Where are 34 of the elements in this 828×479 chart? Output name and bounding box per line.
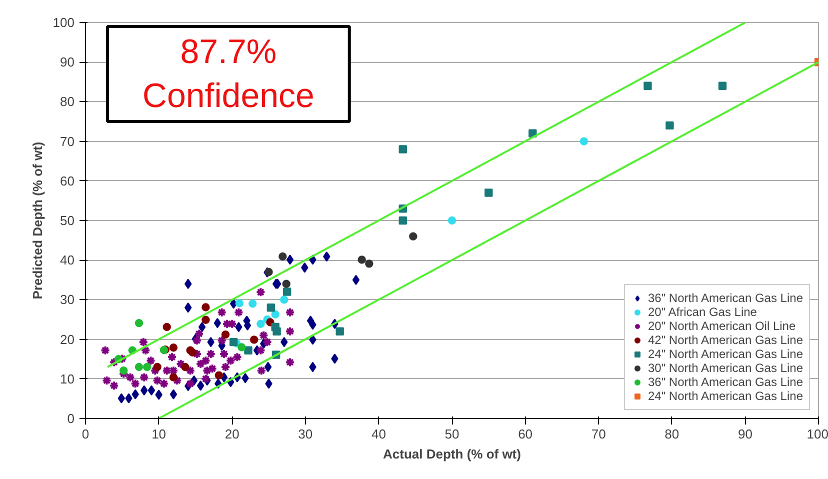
legend-label: 30" North American Gas Line xyxy=(648,361,803,375)
y-tick-label: 20 xyxy=(60,332,75,347)
y-tick-label: 30 xyxy=(60,292,75,308)
x-tick-label: 40 xyxy=(371,426,386,442)
annotation: 87.7% xyxy=(180,33,277,72)
x-tick-label: 100 xyxy=(806,426,828,442)
legend-label: 42" North American Gas Line xyxy=(648,333,803,347)
y-tick-label: 40 xyxy=(60,252,75,268)
x-tick-label: 70 xyxy=(591,426,606,442)
y-tick-label: 50 xyxy=(60,213,75,228)
y-tick-label: 80 xyxy=(60,94,75,110)
x-tick-label: 80 xyxy=(664,426,680,442)
x-tick-label: 10 xyxy=(152,426,166,442)
legend-label: 20" North American Oil Line xyxy=(648,319,796,333)
x-tick-label: 50 xyxy=(444,426,460,442)
y-axis-title: Predicted Depth (% of wt) xyxy=(30,142,45,300)
x-tick-label: 60 xyxy=(518,426,533,442)
x-tick-label: 20 xyxy=(224,426,240,442)
y-tick-label: 60 xyxy=(60,173,75,188)
legend-label: 36" North American Gas Line xyxy=(648,291,803,305)
legend-label: 24" North American Gas Line xyxy=(648,347,803,361)
annotation: Confidence xyxy=(142,76,314,115)
x-axis-title: Actual Depth (% of wt) xyxy=(383,446,521,462)
x-tick-label: 90 xyxy=(738,426,752,442)
y-tick-label: 10 xyxy=(60,371,75,386)
y-tick-label: 0 xyxy=(67,411,75,426)
legend-label: 36" North American Gas Line xyxy=(648,375,803,389)
y-tick-label: 70 xyxy=(60,134,75,149)
legend-label: 20" African Gas Line xyxy=(648,305,757,319)
y-tick-label: 90 xyxy=(60,54,75,70)
legend-label: 24" North American Gas Line xyxy=(648,389,803,403)
y-tick-label: 100 xyxy=(52,15,75,30)
x-tick-label: 0 xyxy=(82,426,90,442)
x-tick-label: 30 xyxy=(298,426,313,442)
